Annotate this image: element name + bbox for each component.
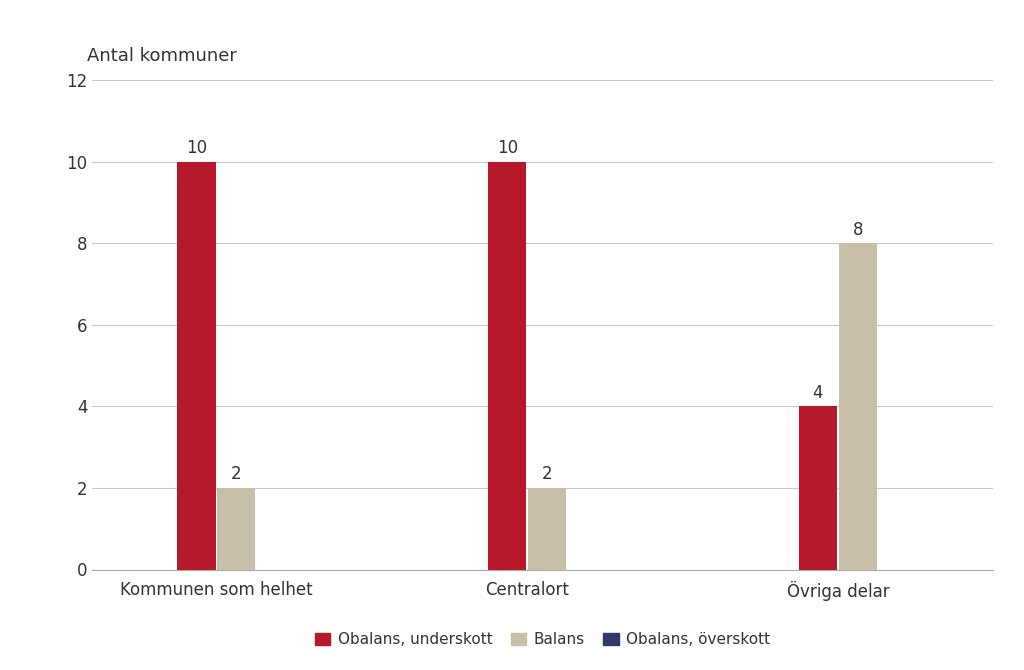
Bar	[488, 162, 526, 570]
Text: 2: 2	[231, 465, 242, 483]
Bar	[839, 243, 877, 570]
Text: 8: 8	[853, 220, 863, 239]
Bar	[177, 162, 215, 570]
Bar	[799, 407, 837, 570]
Text: 2: 2	[542, 465, 552, 483]
Text: Antal kommuner: Antal kommuner	[87, 47, 237, 65]
Legend: Obalans, underskott, Balans, Obalans, överskott: Obalans, underskott, Balans, Obalans, öv…	[309, 626, 776, 653]
Text: 10: 10	[186, 139, 207, 157]
Bar	[217, 488, 255, 570]
Bar	[528, 488, 566, 570]
Text: 10: 10	[497, 139, 518, 157]
Text: 4: 4	[813, 384, 823, 401]
